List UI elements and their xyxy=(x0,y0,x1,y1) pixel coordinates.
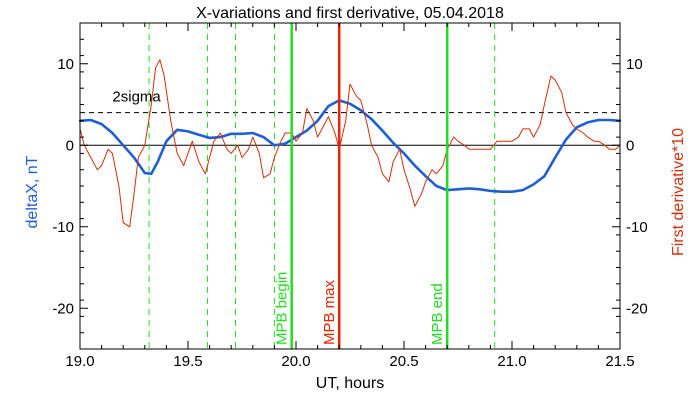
x-tick-label: 19.5 xyxy=(173,353,202,370)
x-tick-label: 20.5 xyxy=(389,353,418,370)
y-right-tick-label: 10 xyxy=(626,56,643,73)
derivative-series-line xyxy=(79,59,621,228)
event-markers: MPB begin MPB max MPB end xyxy=(274,23,449,349)
y-left-tick-label: -20 xyxy=(52,300,74,317)
y-left-tick-label: 10 xyxy=(57,56,74,73)
y-axis-right-label: First derivative*10 xyxy=(670,128,687,256)
y-right-tick-label: -10 xyxy=(626,219,648,236)
x-tick-label: 20.0 xyxy=(281,353,310,370)
x-tick-label: 21.0 xyxy=(497,353,526,370)
y-left-tick-label: 0 xyxy=(66,137,74,154)
x-axis-label: UT, hours xyxy=(316,375,384,392)
y-right-tick-label: 0 xyxy=(626,137,634,154)
event-marker-label: MPB begin xyxy=(274,272,291,345)
x-tick-label: 19.0 xyxy=(65,353,94,370)
event-marker-label: MPB max xyxy=(321,279,338,345)
x-tick-label: 21.5 xyxy=(605,353,634,370)
y-left-tick-label: -10 xyxy=(52,219,74,236)
axes: 19.0 19.5 20.0 20.5 21.0 21.5 10 0 -10 -20 10 0 -10 -… xyxy=(52,22,648,370)
deltax-series-line xyxy=(78,99,622,193)
y-right-tick-label: -20 xyxy=(626,300,648,317)
series-layer xyxy=(78,59,622,228)
y-axis-left-label: deltaX, nT xyxy=(24,155,41,228)
sigma-label: 2sigma xyxy=(112,89,161,106)
chart-title: X-variations and first derivative, 05.04… xyxy=(196,5,504,22)
event-marker-label: MPB end xyxy=(429,283,446,345)
